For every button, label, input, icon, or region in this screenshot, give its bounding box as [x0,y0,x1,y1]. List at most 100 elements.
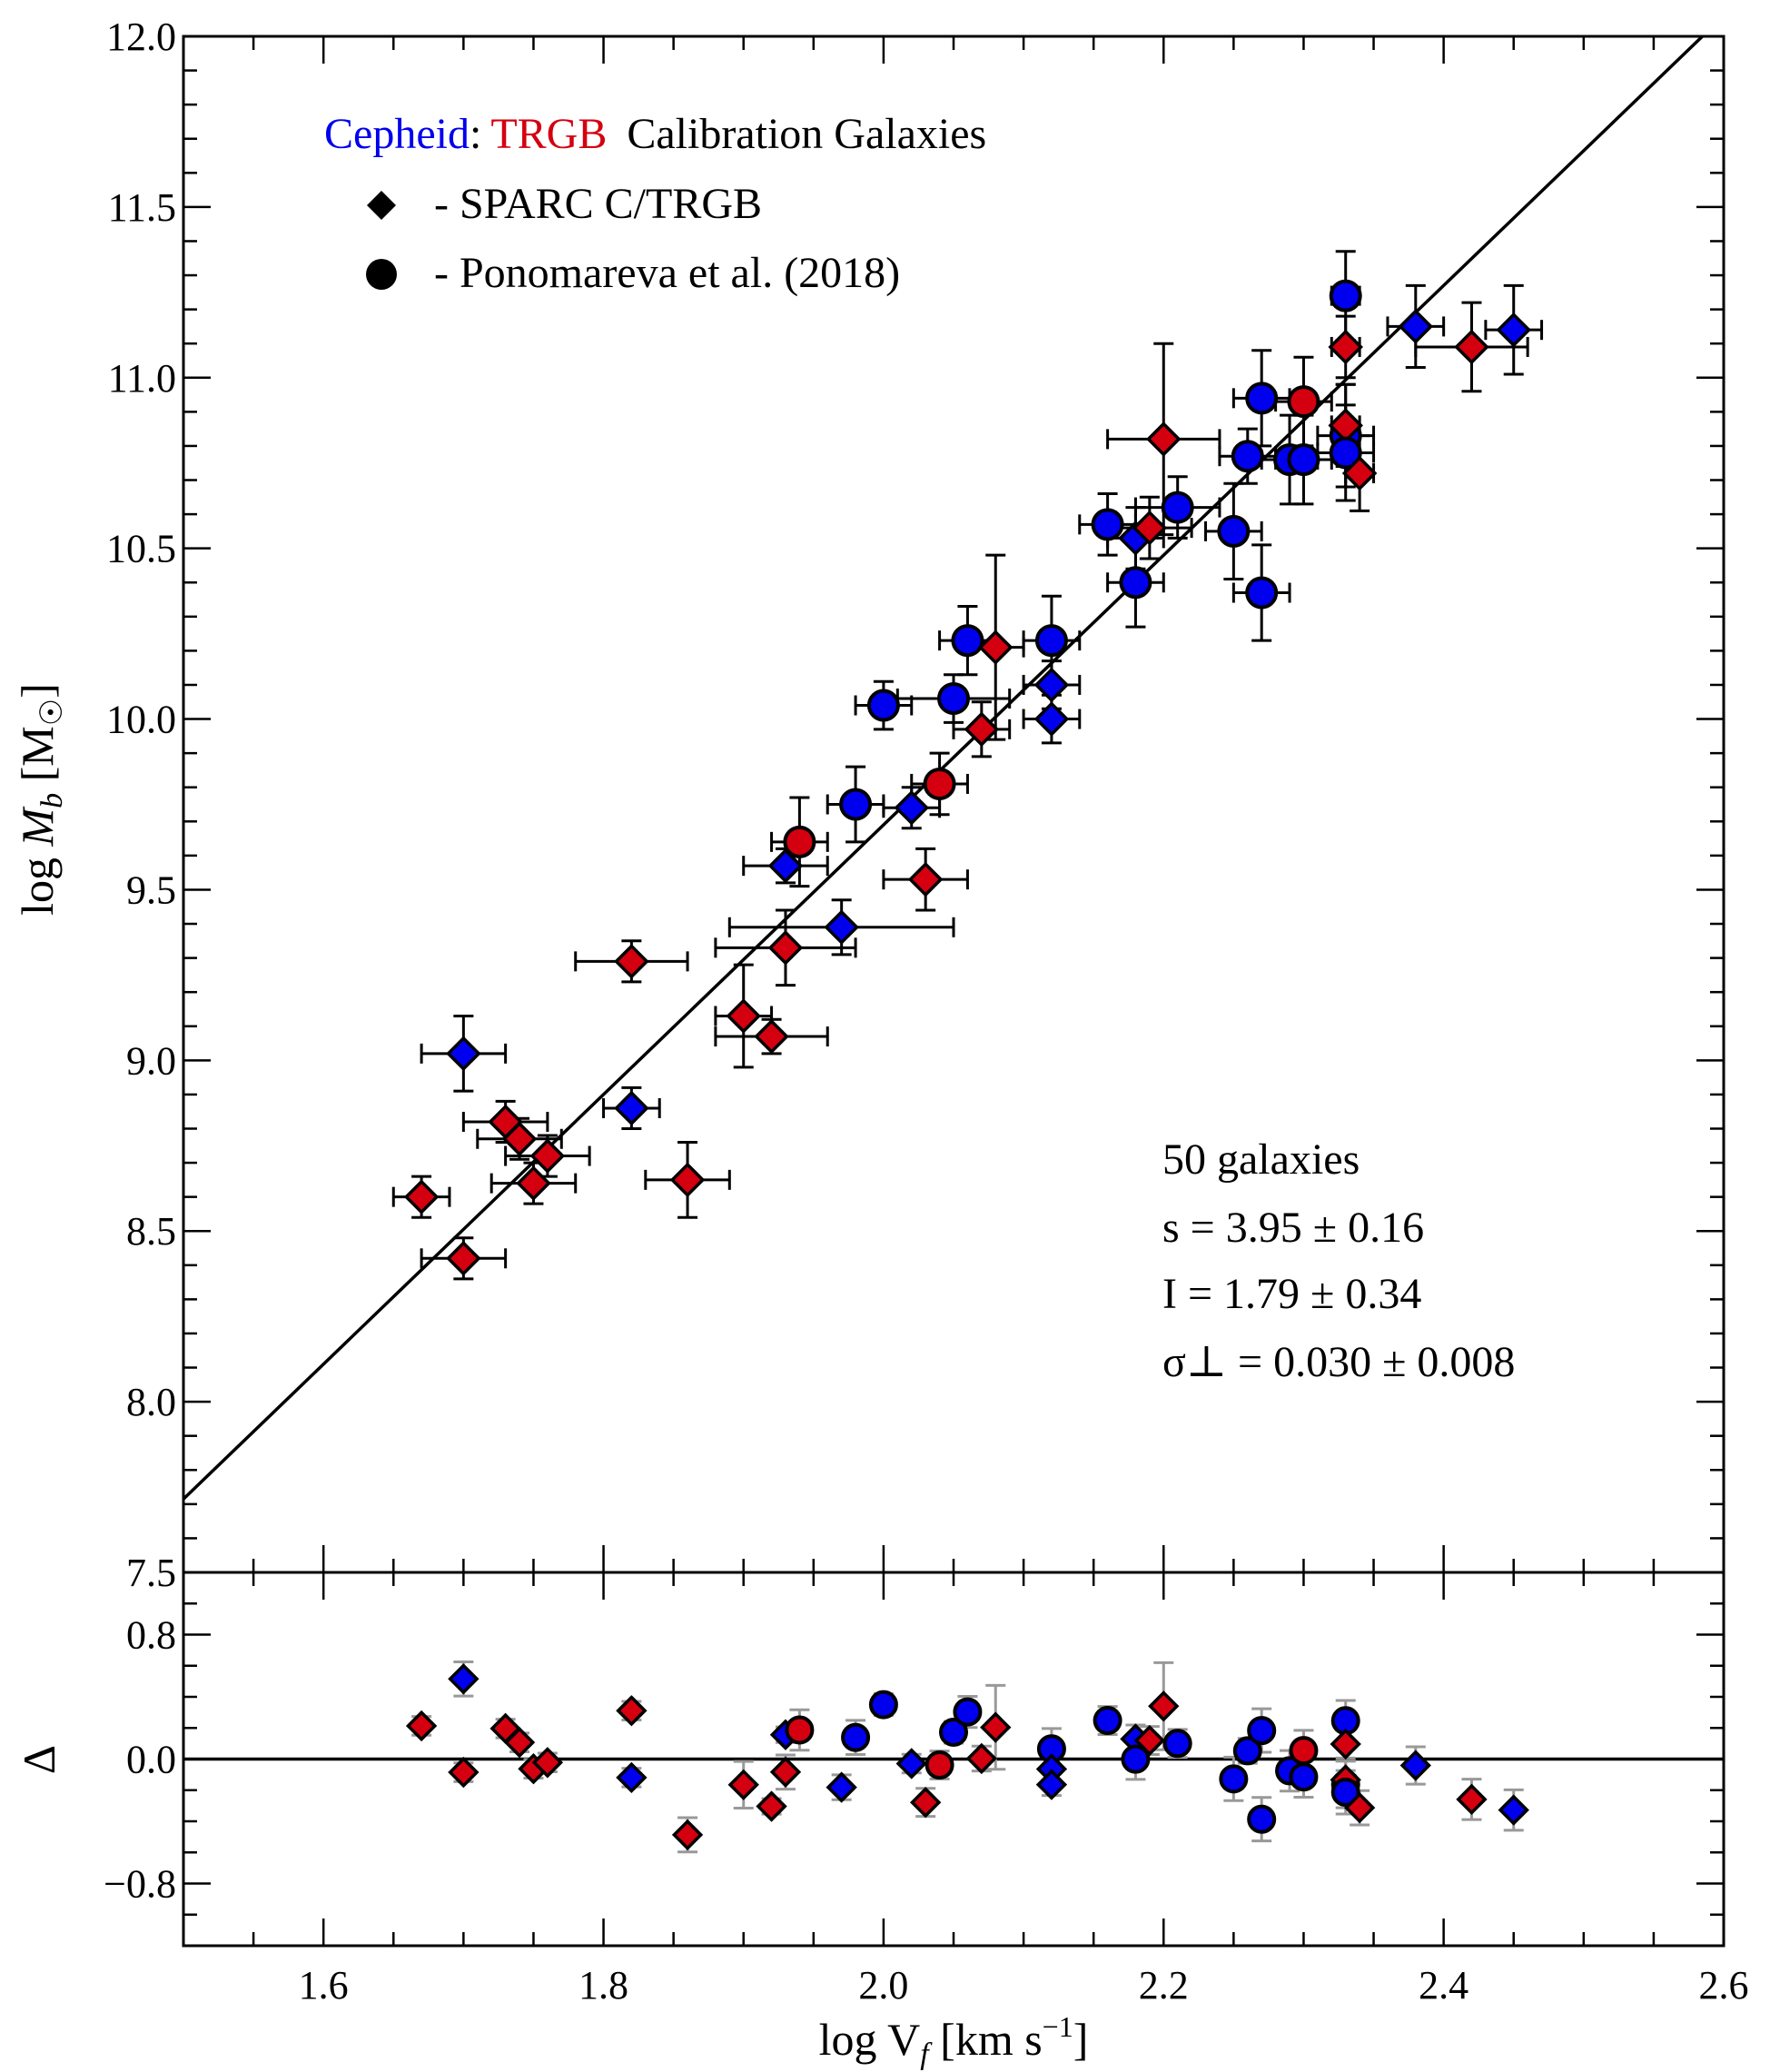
data-point-diamond [529,1138,566,1174]
data-point-diamond [531,1747,564,1779]
data-point-diamond [448,1663,480,1695]
fit-annotation: 50 galaxies s = 3.95 ± 0.16 I = 1.79 ± 0… [1162,1135,1515,1386]
data-point-diamond [614,944,649,979]
data-point-diamond [1033,701,1070,737]
data-point-circle [1161,491,1194,524]
data-point-circle [841,1722,871,1752]
data-point-circle [1232,1736,1262,1766]
data-point-diamond [1328,329,1363,365]
data-point-diamond [616,1761,648,1794]
residual-tick-label: 0.8 [126,1613,176,1658]
data-point-circle [1091,508,1124,541]
data-point-circle [1093,1706,1122,1736]
data-point-diamond [1398,309,1434,344]
data-point-diamond [405,1710,438,1742]
data-point-circle [1245,382,1279,415]
fit-line [182,35,1704,1501]
data-point-circle [1330,1778,1360,1808]
data-point-diamond [616,1695,648,1727]
data-point-circle [1245,576,1279,610]
data-point-diamond [727,1769,759,1800]
legend-title: Calibration Galaxies [627,110,986,158]
y-tick-label: 10.0 [106,698,176,742]
data-point-diamond [1456,1783,1488,1816]
x-tick-label: 2.4 [1419,1963,1468,2008]
data-point-diamond [965,1742,998,1775]
legend-colon: : [470,110,481,158]
data-point-circle [1034,624,1068,658]
legend-cepheid: Cepheid [324,110,470,158]
data-point-circle [783,825,816,858]
data-point-diamond [1035,1769,1068,1800]
x-tick-label: 1.6 [299,1963,349,2008]
data-point-diamond [1330,1728,1361,1760]
data-point-diamond [614,1090,649,1126]
y-tick-label: 9.0 [126,1038,176,1083]
y-tick-label: 9.5 [126,867,176,912]
legend: Cepheid: TRGB Calibration Galaxies - SPARC… [324,110,986,297]
data-point-diamond [826,1771,857,1803]
data-point-diamond [671,1819,704,1851]
data-point-circle [1217,514,1251,548]
data-point-circle [1231,440,1264,473]
residual-tick-label: −0.8 [104,1862,176,1907]
y-tick-label: 10.5 [106,527,176,571]
data-point-circle [923,767,956,800]
data-point-diamond [756,1790,787,1822]
data-point-diamond [909,1787,942,1819]
data-point-circle [1289,1736,1319,1766]
data-point-diamond [1498,1794,1529,1826]
data-point-circle [1219,1764,1249,1794]
data-point-diamond [1343,1791,1376,1824]
data-point-diamond [446,1241,481,1276]
data-point-circle [1247,1716,1277,1746]
y-tick-label: 8.0 [126,1380,176,1424]
data-point-diamond [754,1018,789,1055]
x-axis-label: log Vf [km s−1] [819,2010,1089,2071]
legend-entry-ponomareva: - Ponomareva et al. (2018) [434,249,900,297]
data-point-circle [1329,279,1362,312]
x-tick-label: 2.0 [858,1963,908,2008]
y-tick-label: 8.5 [126,1209,176,1254]
data-point-circle [1162,1729,1192,1759]
data-point-diamond [726,998,762,1034]
data-point-diamond [503,1727,536,1759]
y-axis-label: log Mb [M☉] [12,683,69,916]
data-point-circle [1287,385,1320,419]
data-point-diamond [1454,329,1489,365]
data-point-diamond [894,789,930,826]
data-point-diamond [448,1756,480,1789]
data-point-circle [939,1717,968,1747]
residual-panel [183,1660,1724,1854]
intercept-text: I = 1.79 ± 0.34 [1162,1270,1421,1318]
data-point-circle [953,1697,983,1727]
scatter-text: σ⊥ = 0.030 ± 0.008 [1162,1338,1515,1386]
data-point-circle [937,682,970,716]
data-point-circle [1289,1762,1319,1792]
data-point-diamond [767,930,804,966]
data-point-diamond [767,848,804,884]
data-point-diamond [403,1179,440,1214]
data-point-diamond [907,861,944,897]
data-point-diamond [516,1165,551,1201]
data-point-circle [1247,1804,1277,1834]
data-point-diamond [980,1711,1012,1743]
data-point-diamond [824,909,859,946]
data-point-diamond [1133,1724,1166,1757]
data-point-circle [1287,442,1320,476]
circle-marker-icon [366,259,397,290]
data-point-diamond [895,1748,927,1780]
residual-tick-label: 0.0 [126,1738,176,1782]
data-point-circle [925,1750,954,1780]
data-point-diamond [1341,455,1378,491]
x-tick-label: 2.2 [1139,1963,1189,2008]
data-point-diamond [769,1756,802,1788]
diamond-marker-icon [367,191,396,220]
data-point-diamond [1132,510,1168,546]
data-point-diamond [1033,667,1070,703]
data-point-diamond [964,711,1000,748]
data-point-diamond [669,1162,706,1198]
y-tick-label: 7.5 [126,1551,176,1595]
